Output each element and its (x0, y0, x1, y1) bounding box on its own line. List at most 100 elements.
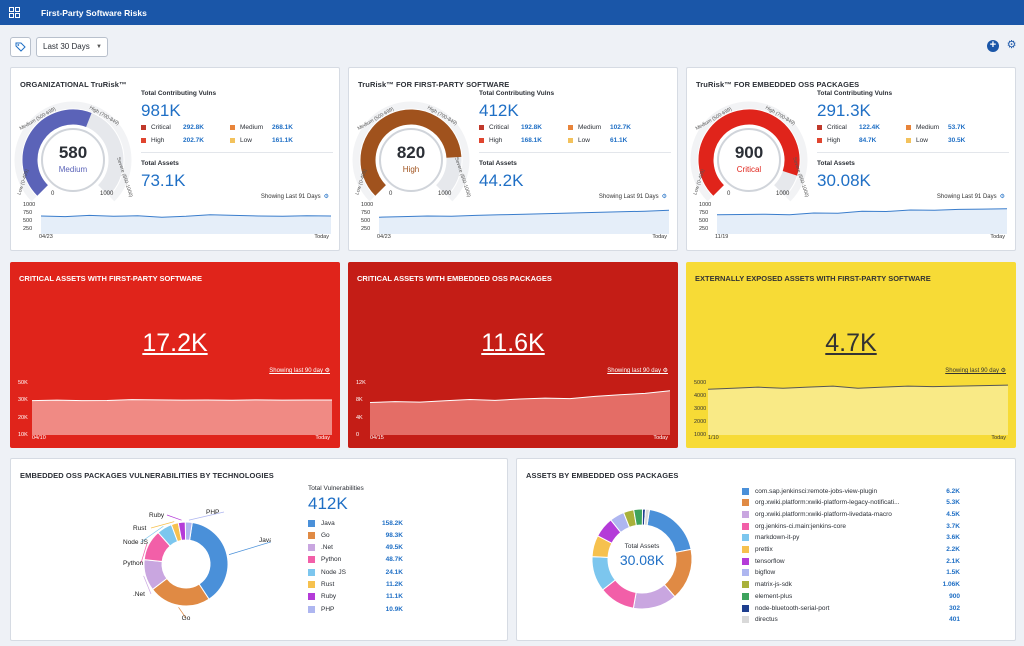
legend-value: 4.5K (946, 510, 960, 518)
assets-by-oss-card: ASSETS BY EMBEDDED OSS PACKAGES Total As… (516, 458, 1016, 641)
y-tick: 2000 (694, 419, 707, 425)
legend-item[interactable]: Python 48.7K (308, 555, 403, 565)
tag-filter-button[interactable] (10, 37, 31, 57)
gauge-fill (698, 109, 800, 196)
assets-value: 30.08K (817, 171, 871, 190)
kpi-trend-line (370, 390, 670, 403)
date-range-select[interactable]: Last 30 Days ▼ (36, 37, 108, 57)
tech-donut-slice[interactable] (184, 521, 193, 541)
legend-value: 158.2K (382, 519, 403, 527)
legend-swatch (308, 544, 315, 552)
y-tick: 0 (356, 432, 360, 438)
legend-label: org.xwiki.platform:xwiki-platform-liveda… (755, 510, 892, 518)
showing-range-text: Showing last 90 day (269, 368, 323, 374)
callout-label: PHP (206, 509, 219, 516)
y-tick: 8K (356, 397, 363, 404)
legend-value: 2.2K (946, 546, 960, 553)
callout-label: .Net (133, 591, 145, 598)
risk-score: 580 (58, 143, 88, 162)
trend-sparkline (717, 208, 1007, 234)
y-tick: 30K (18, 397, 28, 404)
add-widget-button[interactable]: + (987, 40, 999, 52)
legend-item[interactable]: directus 401 (742, 615, 960, 625)
kpi-trend-chart (32, 399, 332, 435)
kpi-card[interactable]: CRITICAL ASSETS WITH FIRST-PARTY SOFTWAR… (10, 262, 340, 448)
legend-swatch (742, 569, 749, 577)
kpi-value[interactable]: 4.7K (825, 329, 877, 357)
severity-value: 84.7K (859, 137, 877, 144)
trend-line (41, 214, 331, 218)
y-tick: 1000 (361, 202, 374, 208)
toolbar: Last 30 Days ▼ + ⚙ (10, 37, 1016, 57)
legend-item[interactable]: bigflow 1.5K (742, 568, 960, 578)
legend-item[interactable]: tensorflow 2.1K (742, 556, 960, 566)
gear-icon: ⚙ (999, 194, 1005, 200)
kpi-trend-area (370, 390, 670, 435)
kpi-value[interactable]: 11.6K (481, 329, 545, 357)
legend-item[interactable]: com.sap.jenkinsci:remote-jobs-view-plugi… (742, 486, 960, 496)
legend-value: 98.3K (385, 531, 403, 539)
showing-range[interactable]: Showing Last 91 Days ⚙ (599, 193, 667, 200)
legend-item[interactable]: PHP 10.9K (308, 604, 403, 614)
severity-value: 102.7K (610, 124, 631, 131)
legend-item[interactable]: Ruby 11.1K (308, 592, 403, 602)
divider (479, 152, 671, 153)
legend-swatch (742, 604, 749, 612)
legend-item[interactable]: Node JS 24.1K (308, 567, 403, 577)
showing-range[interactable]: Showing Last 91 Days ⚙ (261, 193, 329, 200)
severity-swatch (230, 138, 235, 143)
legend-value: 48.7K (385, 556, 403, 564)
apps-grid-icon[interactable] (9, 7, 20, 18)
x-start: 04/23 (377, 234, 391, 240)
showing-range[interactable]: Showing last 90 day ⚙ (269, 367, 330, 374)
legend-item[interactable]: org.xwiki.platform:xwiki-platform-legacy… (742, 498, 960, 508)
assets-value: 44.2K (479, 171, 524, 190)
risk-score: 820 (396, 143, 426, 162)
assets-value: 73.1K (141, 171, 186, 190)
legend-item[interactable]: org.xwiki.platform:xwiki-platform-liveda… (742, 509, 960, 519)
legend-item[interactable]: node-bluetooth-serial-port 302 (742, 603, 960, 613)
legend-label: tensorflow (755, 557, 785, 565)
x-end: Today (991, 435, 1006, 441)
callout-line (150, 521, 175, 529)
legend-item[interactable]: .Net 49.5K (308, 543, 403, 553)
trurisk-card: TruRisk™ FOR FIRST-PARTY SOFTWARE 0 1000 Lo… (348, 67, 678, 251)
severity-swatch (906, 138, 911, 143)
legend-label: Python (321, 556, 342, 564)
gear-icon: ⚙ (998, 368, 1006, 374)
legend-item[interactable]: Java 158.2K (308, 518, 403, 528)
legend-item[interactable]: element-plus 900 (742, 591, 960, 601)
showing-range[interactable]: Showing last 90 day ⚙ (607, 367, 668, 374)
plus-icon: + (989, 39, 997, 51)
legend-item[interactable]: prettix 2.2K (742, 545, 960, 555)
asset-donut-slice[interactable] (643, 508, 651, 526)
severity-label: Critical (151, 124, 171, 131)
y-tick: 4000 (694, 393, 707, 399)
y-tick: 500 (23, 218, 33, 224)
legend-value: 11.1K (386, 593, 403, 601)
legend-item[interactable]: matrix-js-sdk 1.06K (742, 580, 960, 590)
y-tick: 4K (356, 414, 363, 421)
showing-range[interactable]: Showing last 90 day ⚙ (945, 367, 1006, 374)
vulns-label: Total Contributing Vulns (817, 90, 893, 97)
kpi-card[interactable]: CRITICAL ASSETS WITH EMBEDDED OSS PACKAG… (348, 262, 678, 448)
gauge-outer-ring (352, 101, 470, 202)
card-title: CRITICAL ASSETS WITH EMBEDDED OSS PACKAG… (357, 274, 552, 283)
legend-item[interactable]: org.jenkins-ci.main:jenkins-core 3.7K (742, 521, 960, 531)
kpi-card[interactable]: EXTERNALLY EXPOSED ASSETS WITH FIRST-PAR… (686, 262, 1016, 448)
showing-range[interactable]: Showing Last 91 Days ⚙ (937, 193, 1005, 200)
legend-item[interactable]: markdown-it-py 3.6K (742, 533, 960, 543)
page-title: First-Party Software Risks (41, 7, 147, 18)
legend-item[interactable]: Go 98.3K (308, 530, 403, 540)
severity-swatch (906, 125, 911, 130)
vulns-label: Total Contributing Vulns (479, 90, 555, 97)
card-title: ASSETS BY EMBEDDED OSS PACKAGES (526, 471, 679, 480)
callout-label: Python (123, 560, 144, 567)
y-tick: 250 (23, 226, 33, 232)
assets-label: Total Assets (817, 160, 855, 167)
kpi-value[interactable]: 17.2K (142, 329, 208, 357)
legend-item[interactable]: Rust 11.2K (308, 580, 403, 590)
settings-button[interactable]: ⚙ (1005, 39, 1018, 52)
vulns-value: 981K (141, 101, 181, 120)
legend-label: Node JS (321, 568, 346, 576)
